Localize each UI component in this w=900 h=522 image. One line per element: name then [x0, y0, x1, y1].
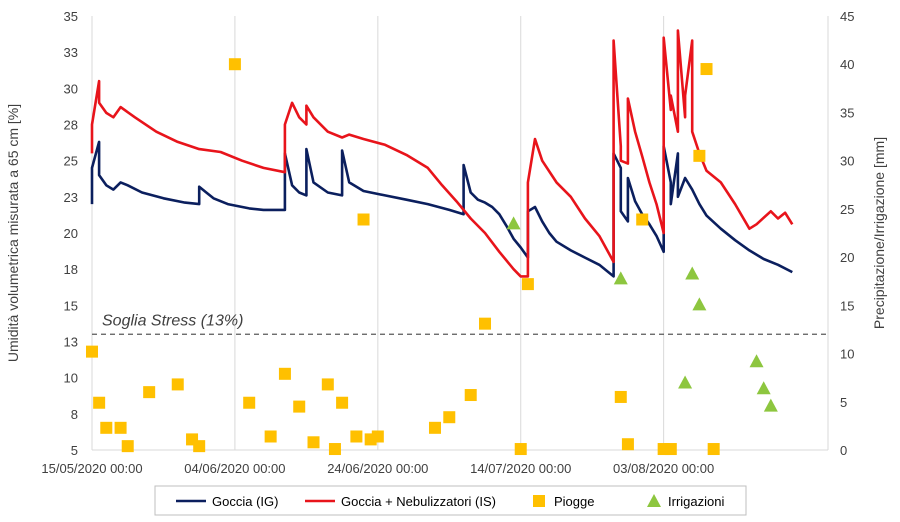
- rain-point-33: [693, 149, 706, 162]
- legend-swatch-irrigazioni: [647, 494, 661, 507]
- rain-point-11: [264, 430, 277, 443]
- rain-point-24: [464, 389, 477, 402]
- y2-tick-label-0: 0: [840, 443, 847, 458]
- rain-point-2: [100, 421, 113, 434]
- y-axis-title: Umidità volumetrica misurata a 65 cm [%]: [5, 104, 21, 362]
- rain-point-19: [357, 213, 370, 226]
- y-tick-label-8: 25: [64, 154, 78, 169]
- rain-point-0: [86, 345, 98, 358]
- legend-label-piogge: Piogge: [554, 494, 594, 509]
- y2-tick-label-6: 30: [840, 154, 854, 169]
- x-tick-label-4: 03/08/2020 00:00: [613, 461, 714, 476]
- rain-point-21: [371, 430, 384, 443]
- rain-point-14: [307, 436, 320, 449]
- x-tick-label-1: 04/06/2020 00:00: [184, 461, 285, 476]
- y-tick-label-0: 5: [71, 443, 78, 458]
- y-tick-label-3: 13: [64, 335, 78, 350]
- irrigation-point-0: [506, 216, 521, 230]
- y2-tick-label-9: 45: [840, 9, 854, 24]
- series-line-ig: [90, 140, 793, 278]
- legend-swatch-piogge: [533, 495, 545, 507]
- y2-tick-label-7: 35: [840, 105, 854, 120]
- rain-point-15: [321, 378, 334, 391]
- rain-point-17: [336, 396, 349, 409]
- y-tick-label-5: 18: [64, 262, 78, 277]
- legend-label-irrigazioni: Irrigazioni: [668, 494, 724, 509]
- rain-point-1: [93, 396, 106, 409]
- x-axis-ticks: 15/05/2020 00:00 04/06/2020 00:00 24/06/20…: [41, 461, 714, 476]
- irrigation-point-7: [763, 398, 778, 412]
- rain-point-28: [614, 390, 627, 403]
- x-tick-label-3: 14/07/2020 00:00: [470, 461, 571, 476]
- rain-point-25: [479, 317, 492, 330]
- rain-point-23: [443, 411, 456, 424]
- irrigation-point-6: [756, 381, 771, 395]
- rain-point-10: [243, 396, 256, 409]
- rain-point-4: [121, 440, 134, 453]
- y2-tick-label-5: 25: [840, 202, 854, 217]
- rain-point-18: [350, 430, 363, 443]
- y2-tick-label-8: 40: [840, 57, 854, 72]
- y2-tick-label-4: 20: [840, 250, 854, 265]
- legend: Goccia (IG) Goccia + Nebulizzatori (IS) …: [154, 485, 747, 516]
- irrigation-point-5: [749, 354, 764, 368]
- irrigation-point-1: [613, 271, 628, 285]
- rain-point-30: [636, 213, 649, 226]
- irrigation-point-3: [685, 266, 700, 280]
- y-axis-ticks: 5 8 10 13 15 18 20 23 25 28 30 33 35: [64, 9, 78, 458]
- rain-point-9: [228, 58, 241, 71]
- y2-tick-label-3: 15: [840, 298, 854, 313]
- y2-tick-label-1: 5: [840, 395, 847, 410]
- x-tick-label-0: 15/05/2020 00:00: [41, 461, 142, 476]
- y-tick-label-4: 15: [64, 298, 78, 313]
- series-layer: [90, 29, 794, 278]
- y2-axis-title: Precipitazione/Irrigazione [mm]: [871, 137, 887, 329]
- rain-point-34: [700, 63, 713, 76]
- legend-box: [154, 485, 747, 516]
- irrigation-point-2: [678, 375, 693, 389]
- rain-point-13: [293, 400, 306, 413]
- legend-label-ig: Goccia (IG): [212, 494, 278, 509]
- legend-label-is: Goccia + Nebulizzatori (IS): [341, 494, 496, 509]
- y2-axis-ticks: 0 5 10 15 20 25 30 35 40 45: [840, 9, 854, 458]
- series-line-is: [90, 29, 794, 278]
- rain-point-32: [664, 443, 677, 456]
- irrigation-point-4: [692, 297, 707, 311]
- y-tick-label-2: 10: [64, 371, 78, 386]
- rain-point-12: [278, 367, 291, 380]
- rain-point-29: [621, 438, 634, 451]
- threshold-label: Soglia Stress (13%): [102, 312, 243, 329]
- y-tick-label-12: 35: [64, 9, 78, 24]
- rain-point-6: [171, 378, 184, 391]
- y-tick-label-6: 20: [64, 226, 78, 241]
- rain-point-5: [143, 386, 156, 399]
- x-tick-label-2: 24/06/2020 00:00: [327, 461, 428, 476]
- y-tick-label-1: 8: [71, 407, 78, 422]
- rain-point-35: [707, 443, 720, 456]
- rain-point-26: [514, 443, 527, 456]
- rain-point-22: [428, 421, 441, 434]
- y2-tick-label-2: 10: [840, 347, 854, 362]
- rain-point-8: [193, 440, 206, 453]
- rain-point-16: [328, 443, 341, 456]
- y-tick-label-10: 30: [64, 81, 78, 96]
- rain-point-3: [114, 421, 127, 434]
- rain-point-27: [521, 278, 534, 291]
- y-tick-label-9: 28: [64, 118, 78, 133]
- y-tick-label-7: 23: [64, 190, 78, 205]
- markers-layer: [86, 58, 778, 456]
- y-tick-label-11: 33: [64, 45, 78, 60]
